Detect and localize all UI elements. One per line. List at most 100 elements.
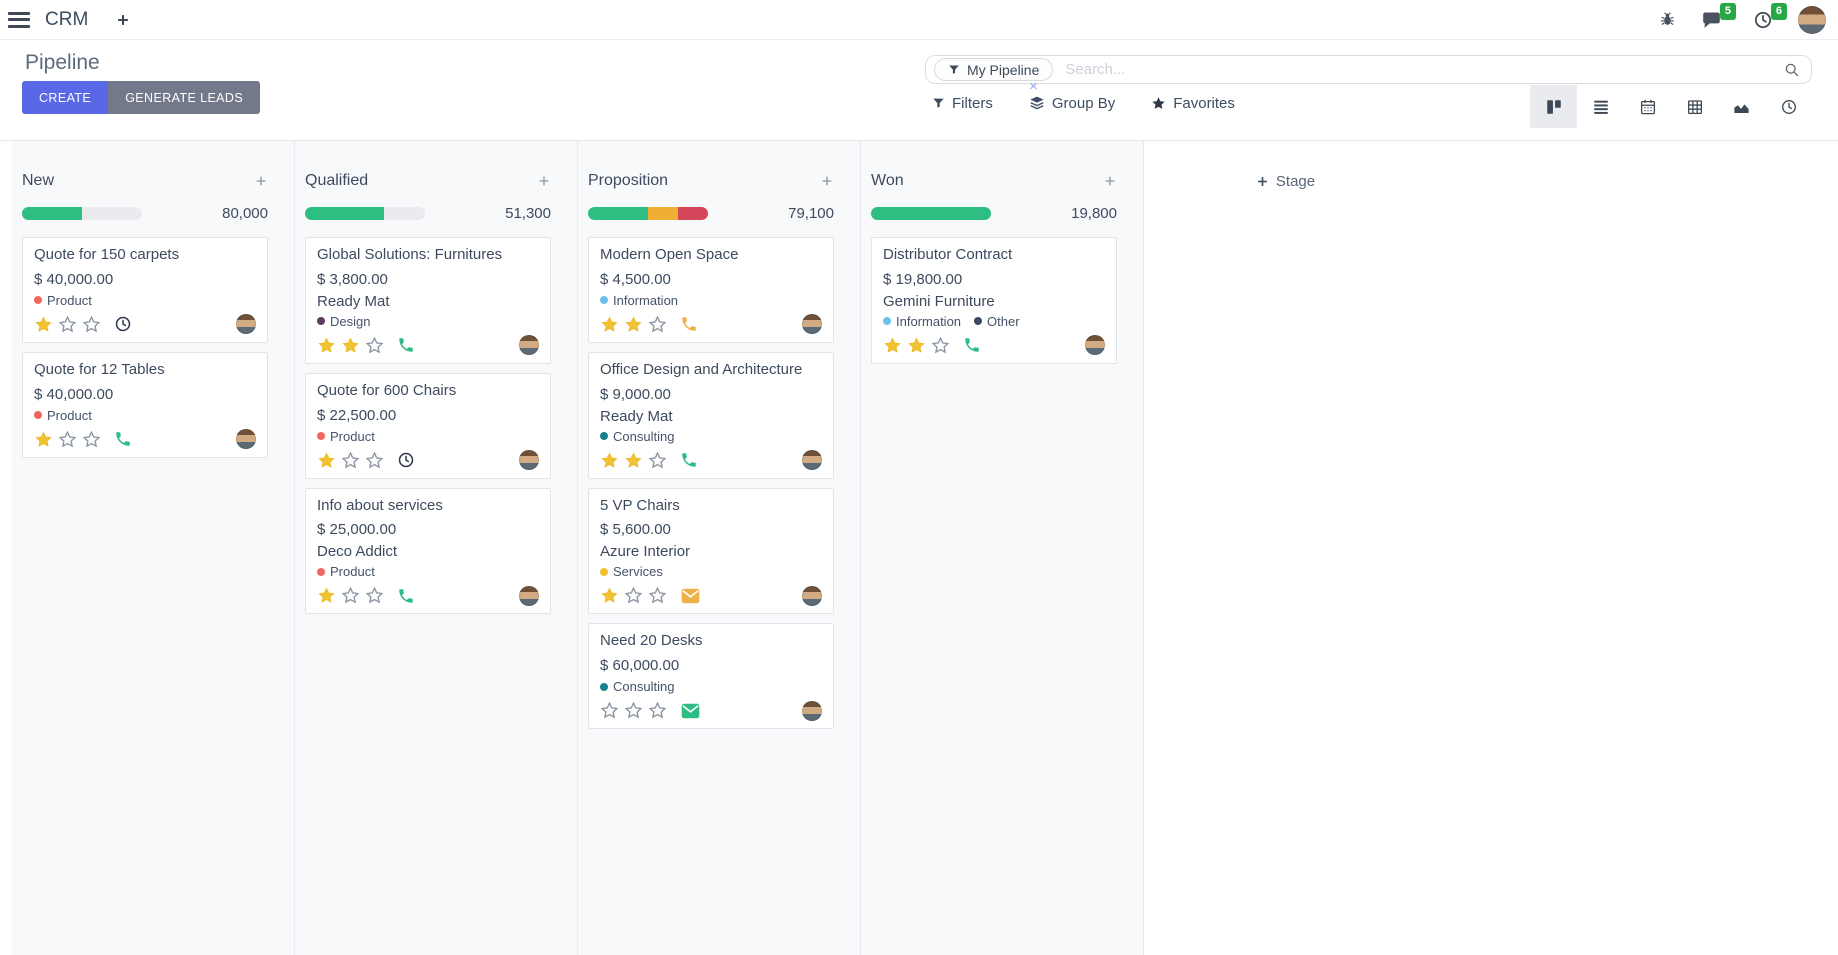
facet-remove-icon[interactable]: × (1029, 78, 1038, 95)
progress-segment[interactable] (871, 206, 991, 220)
phone-icon[interactable] (963, 336, 981, 354)
phone-icon[interactable] (397, 587, 415, 605)
create-button[interactable]: CREATE (22, 81, 109, 114)
kanban-card[interactable]: Office Design and Architecture $ 9,000.0… (588, 351, 834, 479)
favorites-menu[interactable]: Favorites (1151, 95, 1235, 112)
activities-clock-icon[interactable]: 6 (1753, 2, 1787, 30)
column-progress-bar[interactable] (588, 206, 708, 220)
app-name[interactable]: CRM (45, 8, 89, 30)
priority-star-button[interactable] (624, 701, 643, 720)
salesperson-avatar[interactable] (802, 700, 822, 721)
column-progress-bar[interactable] (871, 206, 991, 220)
messages-icon[interactable]: 5 (1701, 2, 1736, 30)
kanban-card[interactable]: 5 VP Chairs $ 5,600.00 Azure Interior Se… (588, 487, 834, 615)
salesperson-avatar[interactable] (519, 585, 539, 606)
priority-star-button[interactable] (58, 430, 77, 449)
plus-icon[interactable] (115, 12, 131, 28)
kanban-card[interactable]: Quote for 12 Tables $ 40,000.00 Product (22, 351, 268, 458)
calendar-view-button[interactable] (1624, 85, 1671, 128)
priority-star-button[interactable] (341, 336, 360, 355)
progress-segment[interactable] (305, 206, 385, 220)
priority-star-button[interactable] (907, 336, 926, 355)
phone-icon[interactable] (397, 336, 415, 354)
kanban-card[interactable]: Modern Open Space $ 4,500.00 Information (588, 237, 834, 343)
bug-icon[interactable] (1659, 11, 1676, 28)
column-quick-create-button[interactable] (537, 174, 551, 188)
star-icon (1152, 96, 1165, 109)
progress-segment[interactable] (588, 206, 648, 220)
priority-star-button[interactable] (341, 586, 360, 605)
priority-star-button[interactable] (648, 586, 667, 605)
column-progress-bar[interactable] (22, 206, 142, 220)
filters-menu[interactable]: Filters (932, 95, 993, 112)
priority-star-button[interactable] (600, 315, 619, 334)
kanban-card[interactable]: Global Solutions: Furnitures $ 3,800.00 … (305, 237, 551, 364)
priority-star-button[interactable] (34, 315, 53, 334)
priority-star-button[interactable] (648, 451, 667, 470)
clock-icon[interactable] (397, 451, 415, 469)
priority-star-button[interactable] (624, 586, 643, 605)
clock-icon[interactable] (114, 315, 132, 333)
priority-star-button[interactable] (648, 701, 667, 720)
priority-star-button[interactable] (365, 451, 384, 470)
salesperson-avatar[interactable] (519, 335, 539, 356)
graph-view-button[interactable] (1718, 85, 1765, 128)
priority-star-button[interactable] (317, 336, 336, 355)
progress-segment[interactable] (648, 206, 678, 220)
priority-star-button[interactable] (600, 586, 619, 605)
priority-star-button[interactable] (317, 451, 336, 470)
add-stage-button[interactable]: Stage (1256, 173, 1315, 190)
priority-star-button[interactable] (341, 451, 360, 470)
phone-icon[interactable] (680, 315, 698, 333)
priority-star-button[interactable] (34, 430, 53, 449)
column-progress-bar[interactable] (305, 206, 425, 220)
progress-segment[interactable] (22, 206, 82, 220)
kanban-card[interactable]: Quote for 600 Chairs $ 22,500.00 Product (305, 372, 551, 479)
salesperson-avatar[interactable] (519, 450, 539, 470)
salesperson-avatar[interactable] (236, 314, 256, 335)
priority-star-button[interactable] (317, 586, 336, 605)
column-quick-create-button[interactable] (254, 174, 268, 188)
user-avatar[interactable] (1798, 5, 1826, 34)
salesperson-avatar[interactable] (802, 585, 822, 606)
search-input[interactable] (1053, 61, 1783, 78)
kanban-card[interactable]: Need 20 Desks $ 60,000.00 Consulting (588, 623, 834, 729)
search-bar[interactable]: My Pipeline × (925, 55, 1812, 95)
priority-star-button[interactable] (365, 586, 384, 605)
priority-star-button[interactable] (600, 451, 619, 470)
priority-star-button[interactable] (883, 336, 902, 355)
card-title: Office Design and Architecture (600, 360, 803, 378)
priority-star-button[interactable] (58, 315, 77, 334)
priority-star-button[interactable] (82, 315, 101, 334)
generate-leads-button[interactable]: GENERATE LEADS (108, 81, 261, 114)
mail-icon[interactable] (680, 703, 701, 719)
phone-icon[interactable] (680, 451, 698, 469)
priority-star-button[interactable] (931, 336, 950, 355)
column-quick-create-button[interactable] (820, 174, 834, 188)
apps-menu-icon[interactable] (8, 11, 30, 28)
priority-star-button[interactable] (82, 430, 101, 449)
salesperson-avatar[interactable] (802, 314, 822, 335)
kanban-card[interactable]: Info about services $ 25,000.00 Deco Add… (305, 487, 551, 615)
kanban-card[interactable]: Quote for 150 carpets $ 40,000.00 Produc… (22, 237, 268, 343)
priority-star-button[interactable] (600, 701, 619, 720)
salesperson-avatar[interactable] (236, 429, 256, 449)
kanban-card[interactable]: Distributor Contract $ 19,800.00 Gemini … (871, 237, 1117, 364)
priority-star-button[interactable] (624, 315, 643, 334)
search-icon[interactable] (1783, 61, 1801, 79)
column-quick-create-button[interactable] (1103, 174, 1117, 188)
priority-star-button[interactable] (648, 315, 667, 334)
progress-segment[interactable] (678, 206, 708, 220)
group-by-menu[interactable]: Group By (1029, 95, 1115, 112)
activity-view-button[interactable] (1765, 85, 1812, 128)
salesperson-avatar[interactable] (802, 450, 822, 470)
pivot-view-button[interactable] (1671, 85, 1718, 128)
priority-star-button[interactable] (624, 451, 643, 470)
priority-star-button[interactable] (365, 336, 384, 355)
mail-icon[interactable] (680, 588, 701, 604)
kanban-view-button[interactable] (1530, 85, 1577, 128)
phone-icon[interactable] (114, 430, 132, 448)
salesperson-avatar[interactable] (1085, 335, 1105, 356)
search-facet[interactable]: My Pipeline (934, 58, 1054, 81)
list-view-button[interactable] (1577, 85, 1624, 128)
